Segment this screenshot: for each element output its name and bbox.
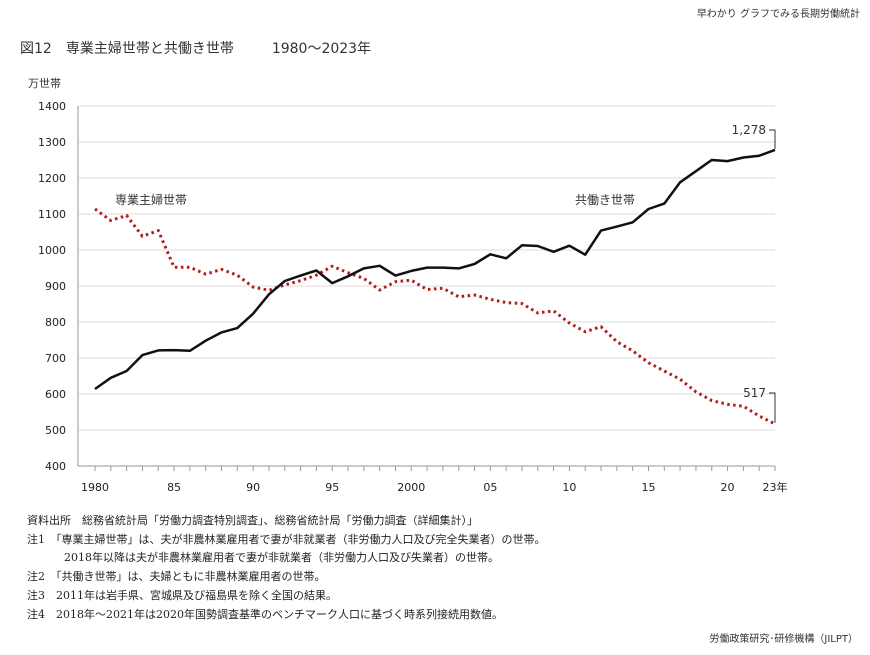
y-tick-label: 500 (45, 424, 66, 437)
y-tick-label: 1300 (38, 136, 66, 149)
end-value-label: 1,278 (732, 123, 766, 137)
end-value-leader (769, 392, 776, 423)
line-chart: 400 500 600 700 800 900 1000 1100 1200 1300 1400 19… (38, 100, 788, 494)
x-tick-label: 20 (721, 481, 735, 494)
note-3: 注3 2011年は岩手県、宮城県及び福島県を除く全国の結果。 (27, 589, 337, 602)
x-tick-label: 10 (562, 481, 576, 494)
series-line-dual-income (94, 148, 776, 391)
note-4: 注4 2018年～2021年は2020年国勢調査基準のベンチマーク人口に基づく時… (27, 608, 503, 621)
y-tick-label: 900 (45, 280, 66, 293)
end-value-leader (769, 129, 776, 149)
y-axis-unit: 万世帯 (28, 77, 61, 90)
y-tick-label: 700 (45, 352, 66, 365)
end-value-label: 517 (743, 386, 766, 400)
publication-series-label: 早わかり グラフでみる長期労働統計 (696, 9, 860, 20)
x-tick-label: 95 (325, 481, 339, 494)
note-2: 注2 「共働き世帯」は、夫婦ともに非農林業雇用者の世帯。 (27, 570, 326, 583)
note-1-continued: 2018年以降は夫が非農林業雇用者で妻が非就業者（非労働力人口及び失業者）の世帯… (64, 551, 499, 564)
x-tick-label: 23年 (763, 480, 788, 494)
x-tick-label: 90 (246, 481, 260, 494)
note-1: 注1 「専業主婦世帯」は、夫が非農林業雇用者で妻が非就業者（非労働力人口及び完全… (27, 533, 546, 546)
y-tick-label: 1100 (38, 208, 66, 221)
x-tick-label: 1980 (81, 481, 109, 494)
series-label: 専業主婦世帯 (115, 192, 187, 207)
series-line-housewife (94, 207, 776, 426)
y-tick-label: 1000 (38, 244, 66, 257)
x-tick-label: 85 (167, 481, 181, 494)
figure-title: 図12 専業主婦世帯と共働き世帯 1980～2023年 (20, 38, 371, 58)
source-note: 資料出所 総務省統計局「労働力調査特別調査」、総務省統計局「労働力調査（詳細集計… (27, 514, 478, 527)
y-tick-label: 800 (45, 316, 66, 329)
y-tick-label: 1200 (38, 172, 66, 185)
publisher-credit: 労働政策研究･研修機構（JILPT） (709, 634, 858, 645)
y-tick-label: 1400 (38, 100, 66, 113)
y-tick-label: 600 (45, 388, 66, 401)
figure-range: 1980～2023年 (271, 41, 372, 57)
x-tick-label: 15 (641, 481, 655, 494)
x-tick-label: 2000 (397, 481, 425, 494)
x-tick-label: 05 (483, 481, 497, 494)
y-tick-label: 400 (45, 460, 66, 473)
figure-title-text: 図12 専業主婦世帯と共働き世帯 (20, 41, 234, 57)
series-label: 共働き世帯 (575, 193, 635, 207)
